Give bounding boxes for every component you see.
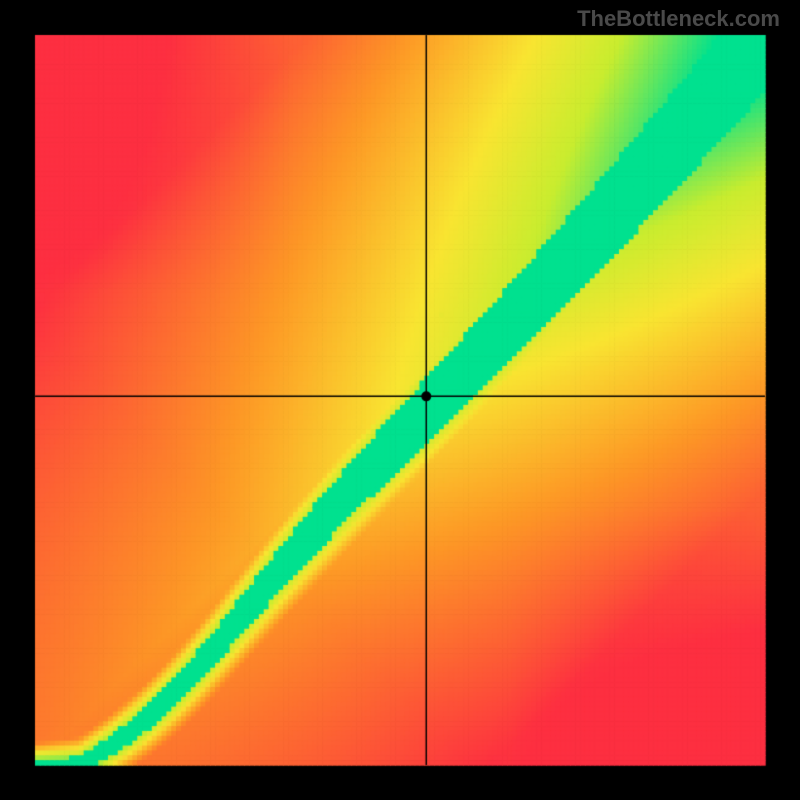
chart-container: TheBottleneck.com: [0, 0, 800, 800]
watermark-text: TheBottleneck.com: [577, 6, 780, 32]
crosshair-overlay: [0, 0, 800, 800]
